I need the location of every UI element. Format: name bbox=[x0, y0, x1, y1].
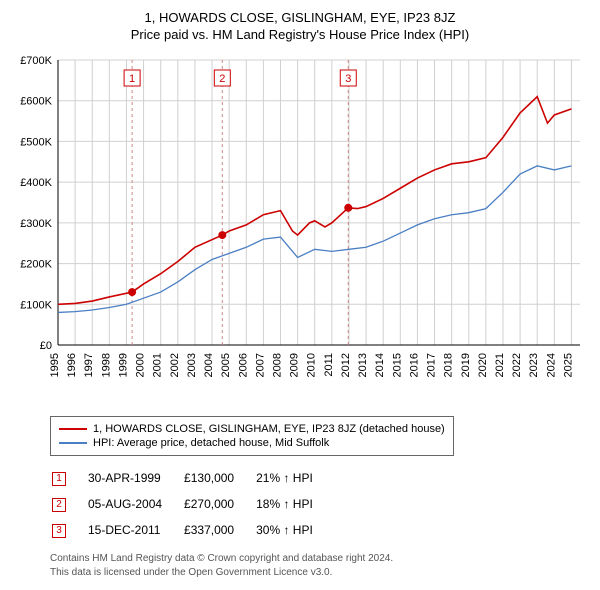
chart-area: £0 £100K £200K £300K £400K £500K £600K £700K 199… bbox=[10, 50, 585, 410]
y-tick-label: £200K bbox=[20, 259, 52, 271]
sale-delta: 30% ↑ HPI bbox=[256, 518, 333, 542]
legend: 1, HOWARDS CLOSE, GISLINGHAM, EYE, IP23 … bbox=[50, 416, 454, 456]
legend-row: HPI: Average price, detached house, Mid … bbox=[59, 437, 445, 449]
x-tick-label: 1998 bbox=[100, 353, 112, 377]
line-chart: £0 £100K £200K £300K £400K £500K £600K £700K 199… bbox=[10, 50, 585, 410]
sale-date: 15-DEC-2011 bbox=[88, 518, 182, 542]
x-tick-label: 1997 bbox=[83, 353, 95, 377]
sale-dot bbox=[218, 231, 226, 239]
sale-marker-box: 3 bbox=[52, 524, 66, 538]
x-tick-label: 2023 bbox=[528, 353, 540, 377]
x-tick-label: 1999 bbox=[117, 353, 129, 377]
chart-subtitle: Price paid vs. HM Land Registry's House … bbox=[10, 27, 590, 42]
table-row: 1 30-APR-1999£130,00021% ↑ HPI bbox=[52, 466, 333, 490]
x-tick-label: 2019 bbox=[460, 353, 472, 377]
table-row: 2 05-AUG-2004£270,00018% ↑ HPI bbox=[52, 492, 333, 516]
attribution: Contains HM Land Registry data © Crown c… bbox=[50, 552, 590, 580]
y-tick-label: £400K bbox=[20, 177, 52, 189]
legend-label: 1, HOWARDS CLOSE, GISLINGHAM, EYE, IP23 … bbox=[93, 423, 445, 435]
x-tick-label: 2018 bbox=[443, 353, 455, 377]
sale-marker-num: 1 bbox=[129, 73, 135, 85]
chart-title: 1, HOWARDS CLOSE, GISLINGHAM, EYE, IP23 … bbox=[10, 10, 590, 25]
x-tick-label: 2005 bbox=[220, 353, 232, 377]
x-tick-label: 2002 bbox=[169, 353, 181, 377]
x-tick-label: 1996 bbox=[66, 353, 78, 377]
table-row: 3 15-DEC-2011£337,00030% ↑ HPI bbox=[52, 518, 333, 542]
sale-price: £270,000 bbox=[184, 492, 254, 516]
x-tick-label: 2008 bbox=[271, 353, 283, 377]
x-tick-label: 2025 bbox=[562, 353, 574, 377]
x-tick-label: 2006 bbox=[237, 353, 249, 377]
attribution-line: Contains HM Land Registry data © Crown c… bbox=[50, 552, 590, 566]
x-tick-label: 2020 bbox=[477, 353, 489, 377]
sale-delta: 18% ↑ HPI bbox=[256, 492, 333, 516]
y-tick-label: £600K bbox=[20, 96, 52, 108]
x-tick-label: 2012 bbox=[340, 353, 352, 377]
sale-marker-box: 2 bbox=[52, 498, 66, 512]
x-tick-label: 2011 bbox=[323, 353, 335, 377]
sale-date: 30-APR-1999 bbox=[88, 466, 182, 490]
x-tick-label: 2014 bbox=[374, 353, 386, 377]
y-tick-label: £100K bbox=[20, 299, 52, 311]
sale-marker-num: 3 bbox=[345, 73, 351, 85]
y-tick-label: £500K bbox=[20, 136, 52, 148]
x-tick-label: 2003 bbox=[186, 353, 198, 377]
legend-swatch bbox=[59, 428, 87, 430]
x-tick-label: 1995 bbox=[49, 353, 61, 377]
x-tick-label: 2021 bbox=[494, 353, 506, 377]
x-tick-label: 2016 bbox=[408, 353, 420, 377]
attribution-line: This data is licensed under the Open Gov… bbox=[50, 566, 590, 580]
x-tick-label: 2022 bbox=[511, 353, 523, 377]
legend-swatch bbox=[59, 442, 87, 444]
x-tick-label: 2010 bbox=[306, 353, 318, 377]
sale-marker-num: 2 bbox=[219, 73, 225, 85]
x-tick-label: 2009 bbox=[289, 353, 301, 377]
x-tick-label: 2001 bbox=[152, 353, 164, 377]
x-tick-label: 2004 bbox=[203, 353, 215, 377]
y-tick-label: £0 bbox=[40, 340, 52, 352]
x-tick-label: 2017 bbox=[426, 353, 438, 377]
sale-delta: 21% ↑ HPI bbox=[256, 466, 333, 490]
sale-price: £337,000 bbox=[184, 518, 254, 542]
x-tick-label: 2013 bbox=[357, 353, 369, 377]
y-tick-label: £700K bbox=[20, 55, 52, 67]
legend-row: 1, HOWARDS CLOSE, GISLINGHAM, EYE, IP23 … bbox=[59, 423, 445, 435]
x-tick-label: 2024 bbox=[545, 353, 557, 377]
sale-marker-box: 1 bbox=[52, 472, 66, 486]
x-tick-label: 2015 bbox=[391, 353, 403, 377]
y-tick-label: £300K bbox=[20, 218, 52, 230]
sale-price: £130,000 bbox=[184, 466, 254, 490]
sale-dot bbox=[128, 288, 136, 296]
x-tick-label: 2000 bbox=[135, 353, 147, 377]
sales-table: 1 30-APR-1999£130,00021% ↑ HPI 2 05-AUG-200… bbox=[50, 464, 335, 544]
sale-dot bbox=[344, 204, 352, 212]
legend-label: HPI: Average price, detached house, Mid … bbox=[93, 437, 329, 449]
sale-date: 05-AUG-2004 bbox=[88, 492, 182, 516]
x-tick-label: 2007 bbox=[254, 353, 266, 377]
